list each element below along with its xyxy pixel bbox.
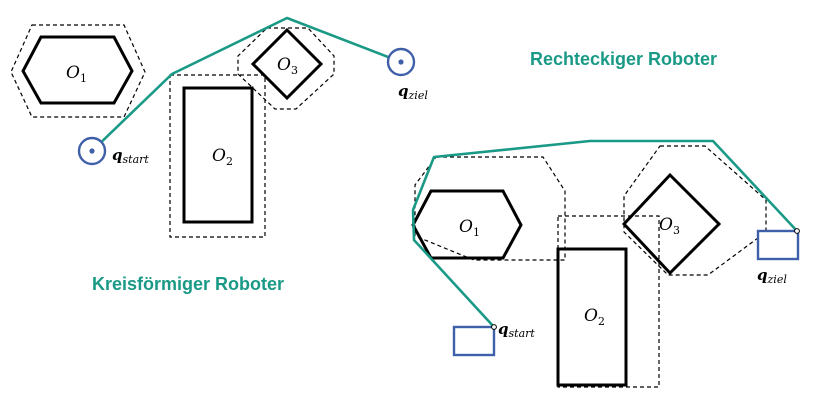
left-goal-robot-center (398, 59, 404, 65)
left-start-robot (77, 136, 107, 166)
right-panel-heading: Rechteckiger Roboter (530, 49, 717, 69)
left-obstacle-o2 (182, 86, 254, 224)
left-start-robot-center (89, 148, 95, 154)
right-goal-robot-reference (794, 228, 800, 234)
right-cspace-o3 (623, 145, 767, 276)
left-label-o1: O1 (66, 63, 87, 85)
left-label-o2: O2 (212, 146, 233, 168)
right-label-o1: O1 (459, 217, 480, 239)
right-obstacle-o2 (556, 247, 628, 387)
right-start-label: qstart (498, 320, 535, 340)
right-panel: O1 O2 O3 qstart qziel Rechteckiger Robot… (411, 49, 800, 388)
right-goal-label: qziel (757, 266, 787, 286)
left-robot-path (91, 16, 402, 152)
right-start-robot-reference (491, 324, 497, 330)
right-obstacle-o3 (621, 172, 722, 276)
left-cspace-o3 (237, 27, 335, 110)
right-robot-path (411, 139, 798, 328)
left-panel: O1 O2 O3 qstart qziel Kreisförmiger Robo… (10, 16, 428, 294)
left-goal-robot (386, 47, 416, 77)
right-start-robot (452, 325, 496, 357)
left-panel-heading: Kreisförmiger Roboter (92, 274, 284, 294)
right-label-o3: O3 (659, 215, 680, 237)
right-label-o2: O2 (584, 306, 605, 328)
left-goal-label: qziel (398, 82, 428, 102)
right-goal-robot (756, 229, 800, 261)
left-cspace-o2 (169, 74, 266, 238)
left-obstacle-o3 (250, 27, 324, 101)
right-cspace-o1 (414, 156, 566, 261)
left-cspace-o1 (10, 24, 146, 118)
right-cspace-o2 (557, 215, 660, 388)
left-start-label: qstart (112, 146, 149, 166)
left-label-o3: O3 (277, 55, 298, 77)
left-obstacle-o1 (21, 35, 134, 105)
